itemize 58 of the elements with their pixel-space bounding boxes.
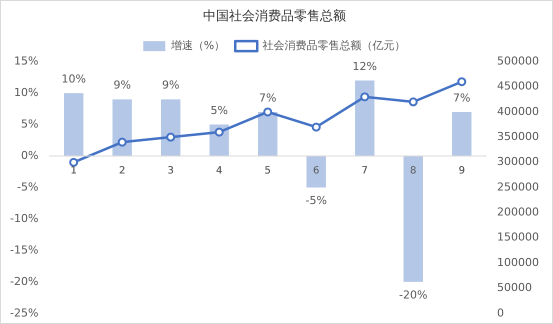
y-tick-label: -20% (10, 274, 38, 288)
y2-tick-label: 450000 (497, 80, 540, 93)
y2-tick-label: 400000 (497, 104, 540, 118)
point (408, 97, 418, 106)
y2-tick-label: 350000 (497, 130, 540, 143)
x-tick-label: 2 (118, 166, 126, 177)
x-tick-label: 9 (458, 166, 465, 177)
y2-tick-label: 0 (497, 306, 504, 320)
point (312, 122, 321, 132)
data-label: 12% (352, 60, 377, 73)
point (457, 77, 466, 86)
y2-tick-label: 250000 (497, 180, 540, 194)
y-tick-label: -5% (16, 180, 38, 194)
bar (355, 80, 374, 156)
x-tick-label: 8 (410, 166, 416, 177)
x-tick-label: 1 (70, 166, 77, 177)
data-label: -20% (399, 288, 428, 302)
y-tick-label: 0% (20, 148, 38, 162)
point (360, 92, 370, 102)
bar (404, 156, 423, 282)
y2-tick-label: 50000 (497, 281, 532, 294)
bar (306, 156, 326, 188)
legend-label: 社会消费品零售总额（亿元） (262, 38, 406, 52)
y2-tick-label: 500000 (497, 54, 540, 68)
bar (452, 112, 472, 156)
point (69, 158, 78, 167)
data-label: 9% (162, 78, 180, 92)
x-tick-label: 3 (168, 166, 174, 177)
y-tick-label: 15% (14, 54, 38, 68)
point (118, 138, 127, 147)
y2-tick-label: 150000 (497, 230, 540, 244)
y2-tick-label: 200000 (497, 206, 540, 219)
y-tick-label: -25% (10, 306, 38, 320)
y2-tick-label: 300000 (497, 155, 540, 168)
data-label: 7% (258, 91, 276, 104)
x-tick-label: 4 (216, 166, 222, 177)
chart-title: 中国社会消费品零售总额 (203, 9, 346, 24)
bar (160, 99, 180, 156)
data-label: 10% (61, 72, 86, 86)
y-tick-label: -15% (10, 243, 38, 256)
data-label: 5% (210, 104, 228, 117)
point (214, 128, 224, 137)
point (263, 107, 272, 116)
y2-tick-label: 100000 (497, 256, 540, 269)
bar (112, 99, 132, 156)
legend-label: 增速（%） (170, 38, 226, 52)
y-tick-label: 10% (14, 86, 38, 99)
x-tick-label: 7 (362, 166, 368, 177)
data-label: 7% (453, 91, 470, 104)
y-tick-label: 5% (20, 117, 38, 130)
x-tick-label: 5 (264, 166, 271, 177)
point (166, 132, 176, 142)
bar (258, 112, 278, 156)
data-label: 9% (113, 78, 131, 92)
bar (64, 93, 84, 156)
x-tick-label: 6 (313, 166, 320, 177)
y-tick-label: -10% (10, 212, 38, 225)
data-label: -5% (306, 194, 327, 207)
